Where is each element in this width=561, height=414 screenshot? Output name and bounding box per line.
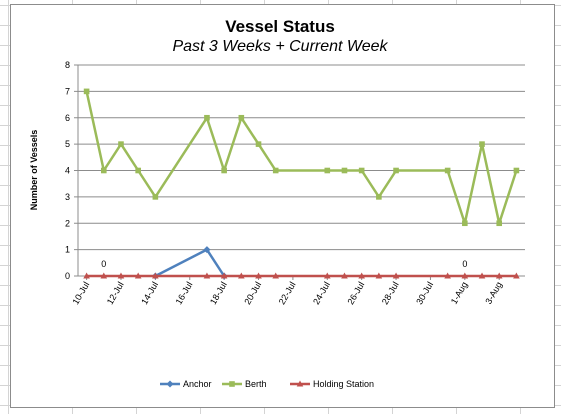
holding-station-data-point <box>134 272 142 279</box>
berth-data-point <box>118 141 124 147</box>
legend-marker-berth <box>229 381 235 387</box>
holding-station-data-point <box>83 272 90 279</box>
holding-station-data-point <box>238 272 245 279</box>
berth-data-point <box>255 141 262 147</box>
berth-data-point <box>272 167 279 174</box>
x-tick-label: 10-Jul <box>70 280 91 306</box>
y-tick-label: 4 <box>65 166 70 176</box>
berth-data-point <box>238 114 245 121</box>
x-tick-label: 14-Jul <box>139 280 160 306</box>
berth-data-point <box>462 220 468 227</box>
legend-marker-holding-station <box>296 380 304 387</box>
x-tick-label: 20-Jul <box>242 280 263 306</box>
holding-station-data-point <box>444 272 451 279</box>
holding-station-data-point <box>323 272 331 279</box>
holding-station-data-point <box>220 272 228 279</box>
y-tick-label: 3 <box>65 192 70 202</box>
x-tick-label: 30-Jul <box>414 280 435 306</box>
x-tick-label: 18-Jul <box>208 280 229 306</box>
legend-item-holding-station: Holding Station <box>290 379 374 389</box>
berth-data-point <box>83 88 90 95</box>
legend-label-berth: Berth <box>245 379 267 389</box>
legend-marker-anchor <box>166 380 174 388</box>
legend-item-berth: Berth <box>222 379 267 389</box>
y-tick-label: 7 <box>65 86 70 96</box>
holding-station-data-point <box>375 272 383 279</box>
holding-station-data-point <box>358 272 365 279</box>
anchor-data-point <box>203 246 211 254</box>
berth-data-point <box>221 167 227 174</box>
berth-data-point <box>444 167 451 174</box>
holding-station-data-point <box>272 272 280 279</box>
y-tick-label: 5 <box>65 139 70 149</box>
holding-station-data-point <box>478 272 486 279</box>
y-tick-label: 8 <box>65 60 70 70</box>
x-tick-label: 12-Jul <box>105 280 126 306</box>
berth-data-point <box>100 167 107 174</box>
holding-station-data-point <box>203 272 211 279</box>
holding-station-data-point <box>100 272 108 279</box>
y-axis-title: Number of Vessels <box>29 130 39 211</box>
berth-data-point <box>358 167 365 174</box>
berth-data-point <box>513 167 520 174</box>
y-tick-label: 6 <box>65 113 70 123</box>
x-tick-label: 22-Jul <box>277 280 298 306</box>
holding-station-data-point <box>461 272 469 279</box>
berth-data-point <box>152 194 159 200</box>
holding-station-data-point <box>495 272 503 279</box>
berth-data-point <box>376 194 382 200</box>
x-tick-label: 1-Aug <box>449 280 470 306</box>
berth-data-point <box>496 220 503 227</box>
chart-subtitle: Past 3 Weeks + Current Week <box>172 38 388 55</box>
x-tick-label: 28-Jul <box>380 280 401 306</box>
legend-item-anchor: Anchor <box>160 379 212 389</box>
berth-data-point <box>393 167 399 174</box>
legend-label-holding-station: Holding Station <box>313 379 374 389</box>
berth-data-point <box>341 167 348 174</box>
x-tick-label: 16-Jul <box>174 280 195 306</box>
berth-data-point <box>204 114 210 121</box>
holding-station-data-point <box>117 272 125 279</box>
holding-station-data-point <box>152 272 159 279</box>
data-label: 0 <box>101 259 106 269</box>
berth-series-line <box>85 91 518 225</box>
x-tick-label: 24-Jul <box>311 280 332 306</box>
y-tick-label: 2 <box>65 218 70 228</box>
x-tick-label: 3-Aug <box>483 280 504 306</box>
holding-station-data-point <box>513 272 520 279</box>
holding-station-data-point <box>341 272 348 279</box>
berth-data-point <box>135 167 141 174</box>
y-tick-label: 0 <box>65 271 70 281</box>
data-label: 0 <box>462 259 467 269</box>
holding-station-data-point <box>392 272 400 279</box>
x-tick-label: 26-Jul <box>345 280 366 306</box>
berth-data-point <box>324 167 331 174</box>
chart-title: Vessel Status <box>225 17 335 36</box>
anchor-series-line <box>154 248 226 278</box>
chart-area[interactable] <box>10 4 555 408</box>
y-tick-label: 1 <box>65 245 70 255</box>
holding-station-data-point <box>255 272 262 279</box>
berth-data-point <box>479 141 485 147</box>
legend-label-anchor: Anchor <box>183 379 212 389</box>
